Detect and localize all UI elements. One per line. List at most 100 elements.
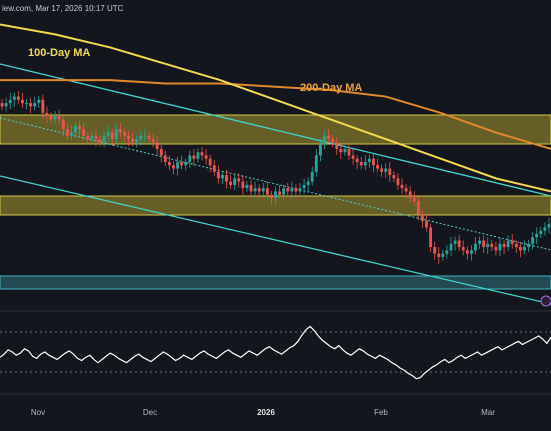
- candle-bearish: [98, 139, 102, 143]
- time-tick-label: Mar: [481, 408, 495, 417]
- candle-bearish: [335, 142, 339, 149]
- candle-bullish: [74, 126, 77, 133]
- candle-bullish: [314, 155, 318, 172]
- candle-bearish: [127, 135, 130, 140]
- candle-bearish: [208, 158, 212, 166]
- candle-bearish: [265, 188, 269, 195]
- candle-bullish: [384, 168, 388, 172]
- candle-bullish: [196, 152, 200, 159]
- candle-bearish: [118, 129, 122, 133]
- candle-bullish: [486, 243, 490, 248]
- candle-bearish: [412, 198, 416, 202]
- candle-bearish: [212, 165, 216, 172]
- alert-marker-icon[interactable]: [540, 295, 551, 307]
- candle-bullish: [298, 188, 302, 192]
- candle-bullish: [474, 243, 477, 251]
- candle-bearish: [416, 201, 420, 215]
- candle-bullish: [176, 162, 179, 169]
- candle-bullish: [69, 132, 73, 136]
- candle-bullish: [261, 188, 265, 192]
- candle-bearish: [172, 165, 175, 169]
- candle-bearish: [110, 132, 114, 140]
- candle-bearish: [216, 171, 220, 179]
- candle-bullish: [527, 243, 530, 248]
- candle-bearish: [45, 112, 49, 117]
- candle-bearish: [269, 194, 273, 198]
- candle-bearish: [21, 99, 24, 104]
- candle-bullish: [12, 96, 16, 100]
- candle-bullish: [343, 148, 347, 153]
- candle-bearish: [286, 188, 290, 192]
- candle-bearish: [482, 240, 486, 248]
- candle-bearish: [131, 139, 135, 143]
- candle-bearish: [494, 247, 498, 251]
- candle-bearish: [41, 99, 45, 113]
- candle-bearish: [241, 181, 245, 189]
- candle-bullish: [37, 99, 41, 104]
- candle-bearish: [159, 148, 163, 156]
- candle-bullish: [535, 234, 539, 238]
- candle-bullish: [445, 250, 449, 254]
- candle-bearish: [16, 96, 20, 100]
- time-tick-label: Dec: [143, 408, 157, 417]
- candle-bearish: [57, 116, 61, 120]
- candle-bullish: [478, 240, 482, 244]
- candle-bearish: [192, 155, 196, 159]
- candle-bearish: [200, 152, 204, 156]
- candle-bearish: [502, 243, 506, 248]
- candle-bullish: [253, 188, 257, 192]
- candle-bullish: [367, 158, 371, 162]
- candle-bearish: [29, 103, 33, 107]
- candle-bullish: [290, 188, 294, 192]
- candle-bearish: [278, 191, 282, 195]
- candle-bullish: [302, 184, 306, 189]
- candle-bearish: [429, 227, 433, 248]
- candle-bearish: [396, 178, 400, 185]
- candle-bullish: [523, 247, 526, 251]
- candle-bearish: [339, 148, 343, 153]
- candle-bearish: [65, 129, 69, 136]
- candle-bullish: [310, 171, 314, 182]
- candle-bearish: [180, 162, 184, 166]
- candle-bullish: [102, 135, 106, 143]
- candle-bullish: [245, 184, 249, 189]
- candlestick-series: [0, 91, 551, 264]
- candle-bullish: [106, 132, 110, 136]
- candle-bearish: [425, 220, 428, 228]
- candle-bearish: [421, 214, 424, 221]
- candle-bearish: [0, 103, 4, 107]
- candle-bullish: [318, 142, 322, 156]
- candle-bearish: [257, 188, 261, 192]
- candle-bearish: [359, 162, 363, 166]
- candle-bullish: [449, 243, 453, 251]
- candle-bearish: [510, 240, 514, 244]
- candle-bullish: [543, 227, 547, 231]
- candle-bearish: [151, 139, 155, 143]
- candle-bullish: [135, 139, 139, 143]
- time-tick-label: Feb: [374, 408, 388, 417]
- candle-bearish: [82, 129, 86, 136]
- ma200-line: [0, 79, 551, 150]
- candle-bearish: [347, 148, 351, 156]
- candle-bearish: [351, 155, 355, 159]
- candle-bearish: [380, 168, 384, 172]
- candle-bullish: [453, 240, 457, 244]
- candle-bearish: [433, 247, 437, 254]
- time-axis: Nov Dec 2026 Feb Mar: [31, 408, 495, 417]
- candle-bearish: [376, 165, 379, 169]
- candle-bearish: [388, 168, 392, 176]
- candle-bearish: [437, 253, 441, 257]
- candle-bullish: [274, 191, 277, 198]
- chart-header: iew.com, Mar 17, 2026 10:17 UTC: [2, 4, 124, 13]
- candle-bearish: [163, 155, 167, 162]
- dotted-trendline: [0, 117, 551, 251]
- channel-lower-line: [0, 175, 551, 305]
- ma100-label: 100-Day MA: [28, 47, 90, 59]
- candle-bearish: [514, 243, 518, 248]
- candle-bearish: [123, 132, 126, 136]
- candle-bearish: [204, 155, 208, 159]
- candle-bullish: [188, 155, 192, 162]
- candle-bearish: [294, 188, 298, 192]
- candle-bullish: [506, 240, 510, 248]
